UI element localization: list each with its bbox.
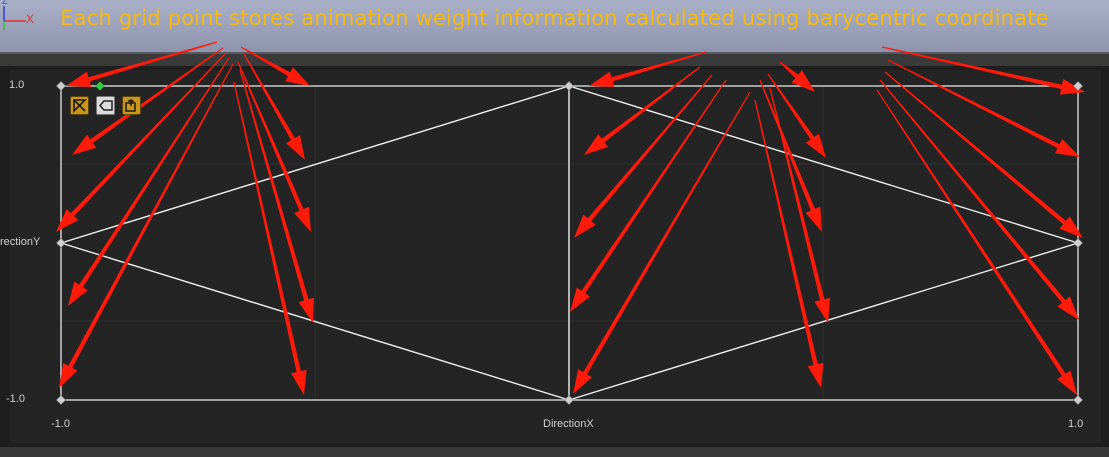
y-axis-min-label: -1.0	[6, 393, 25, 405]
annotation-arrow	[754, 99, 824, 389]
panel-separator	[0, 54, 1109, 66]
preview-point-marker[interactable]	[95, 81, 105, 91]
annotation-arrow	[876, 89, 1077, 395]
annotation-arrow	[68, 57, 230, 307]
sample-point-node[interactable]	[1073, 395, 1083, 405]
annotation-arrow	[879, 79, 1079, 320]
triangulation-lines	[60, 85, 1079, 401]
triangle-edge	[60, 85, 570, 244]
annotation-arrow	[233, 81, 307, 396]
fit-frame-icon	[125, 99, 136, 112]
annotation-caption: Each grid point stores animation weight …	[60, 6, 1049, 30]
annotation-arrow	[239, 69, 314, 323]
annotation-arrow	[570, 79, 727, 312]
gizmo-z-label: Z	[2, 0, 8, 6]
sample-point-node[interactable]	[1073, 81, 1083, 91]
annotation-arrow	[66, 41, 218, 87]
y-axis-max-label: 1.0	[9, 79, 25, 91]
annotation-arrow	[769, 87, 830, 324]
axis-gizmo-lines	[3, 6, 26, 30]
bottom-status-bar	[0, 447, 1109, 457]
annotation-arrows	[56, 41, 1085, 396]
annotation-arrow	[589, 51, 707, 87]
y-axis-name: rectionY	[0, 236, 41, 248]
edit-mode-button[interactable]	[70, 96, 89, 115]
label-toggle-button[interactable]	[96, 96, 115, 115]
sample-point-node[interactable]	[564, 81, 574, 91]
sample-points[interactable]	[56, 81, 1083, 405]
gizmo-x-label: X	[26, 12, 35, 26]
blendspace-graph-area[interactable]	[10, 70, 1101, 443]
triangle-edit-icon	[73, 99, 87, 113]
x-axis-max-label: 1.0	[1068, 418, 1084, 430]
x-axis-name: DirectionX	[543, 418, 594, 430]
annotation-arrow	[243, 53, 305, 161]
annotation-banner: Each grid point stores animation weight …	[0, 0, 1109, 54]
annotation-arrow	[59, 63, 234, 388]
sample-point-node[interactable]	[1073, 238, 1083, 248]
sample-point-node[interactable]	[56, 395, 66, 405]
annotation-arrow	[881, 46, 1085, 95]
sample-point-node[interactable]	[56, 238, 66, 248]
axis-gizmo: X Z	[0, 0, 40, 40]
annotation-arrow	[574, 74, 713, 238]
annotation-arrow	[56, 52, 227, 232]
annotation-arrow	[240, 46, 310, 86]
annotation-arrow	[767, 73, 826, 158]
annotation-arrow	[237, 61, 311, 232]
annotation-arrow	[779, 61, 815, 92]
annotation-arrow	[887, 59, 1080, 157]
annotation-arrow	[573, 91, 751, 394]
sample-point-node[interactable]	[564, 395, 574, 405]
annotation-arrow	[584, 66, 701, 155]
fit-view-button[interactable]	[122, 96, 141, 115]
tag-icon	[98, 100, 113, 111]
sample-point-node[interactable]	[56, 81, 66, 91]
x-axis-min-label: -1.0	[51, 418, 70, 430]
annotation-arrow	[884, 71, 1083, 238]
annotation-arrow	[72, 47, 224, 155]
triangle-edge	[60, 242, 570, 401]
annotation-arrow	[759, 79, 822, 232]
